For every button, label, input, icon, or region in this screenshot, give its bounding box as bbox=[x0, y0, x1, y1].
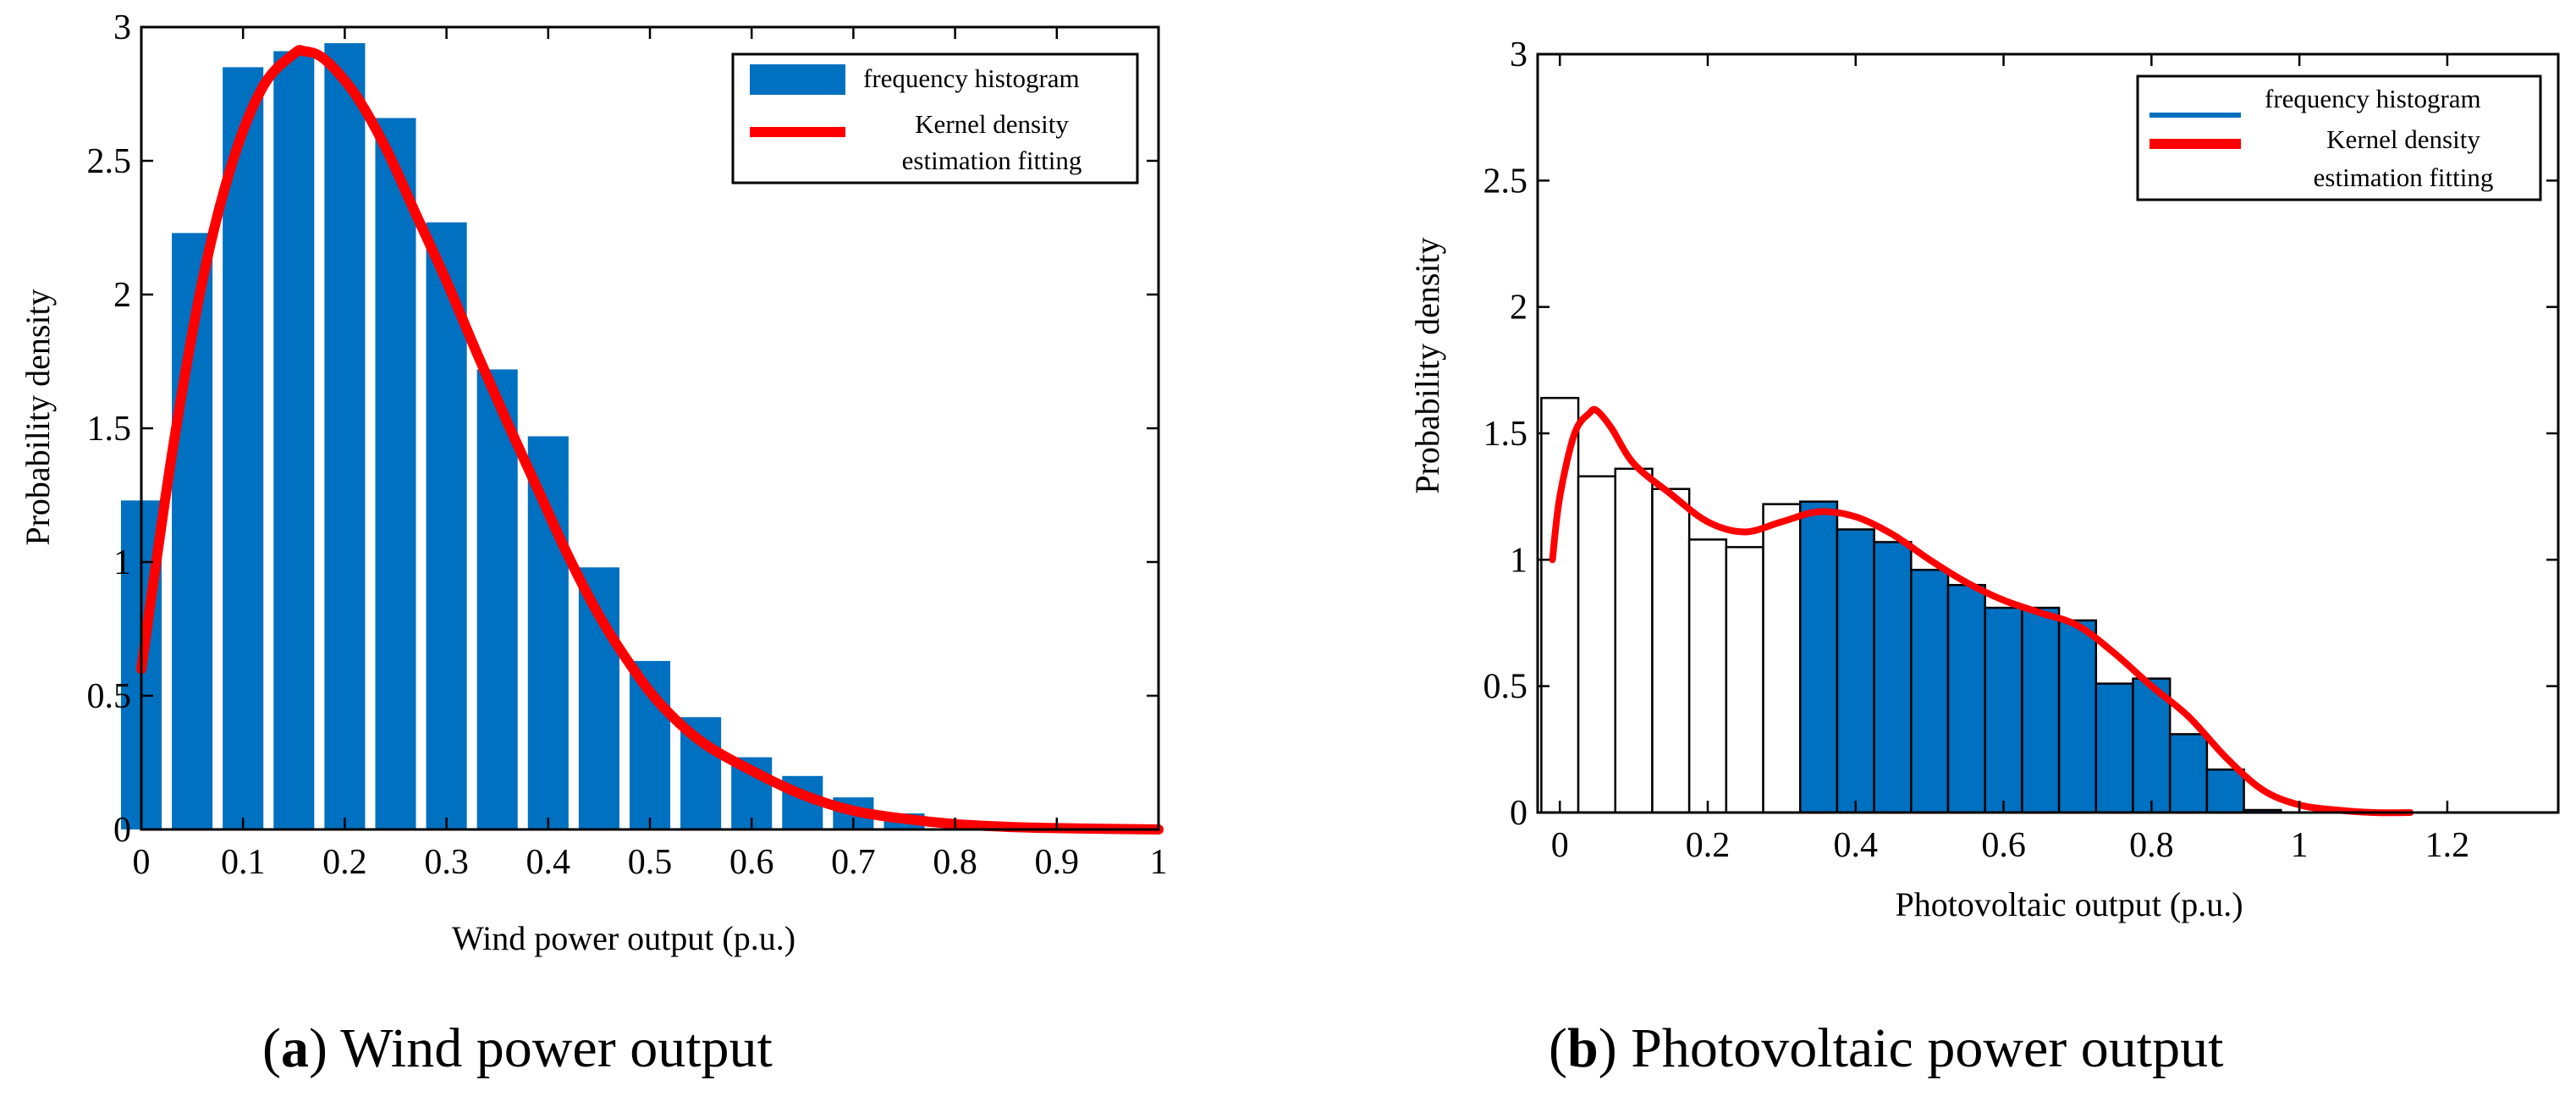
panel-b-bar-7 bbox=[1798, 500, 1839, 814]
panel-a-kde-curve bbox=[136, 45, 1164, 835]
panel-b-ticks: 0 0.2 0.4 0.6 0.8 1 1.2 0 0.5 1 1.5 2 2.5 3 bbox=[1483, 36, 2558, 865]
panel-a-x-tick-label: 0.1 bbox=[221, 843, 266, 882]
panel-b-bar-18 bbox=[2205, 768, 2245, 814]
panel-a-y-tick-label: 3 bbox=[113, 8, 131, 47]
panel-b-bar-17 bbox=[2168, 733, 2209, 814]
panel-a-legend-histogram-label: frequency histogram bbox=[863, 63, 1080, 93]
panel-a-bar-8 bbox=[527, 436, 569, 829]
panel-a-y-tick-label: 0 bbox=[113, 811, 131, 850]
panel-a-bar-2 bbox=[223, 67, 264, 829]
panel-b-y-tick-label: 1.5 bbox=[1483, 415, 1528, 454]
panel-a-x-tick-label: 0.9 bbox=[1035, 843, 1080, 882]
panel-b-bar-9 bbox=[1873, 541, 1913, 814]
panel-a-ticks: 0 0.1 0.2 0.3 0.4 0.5 0.6 0.7 0.8 0.9 1 0 0.5 1 1.5 2 2.… bbox=[87, 8, 1168, 882]
panel-a-x-tick-label: 0.3 bbox=[424, 843, 469, 882]
panel-a-caption-text: Wind power output bbox=[340, 1017, 773, 1079]
panel-b-caption-text: Photovoltaic power output bbox=[1631, 1017, 2223, 1079]
panel-b-y-tick-label: 0.5 bbox=[1483, 668, 1528, 707]
panel-b-bar-4 bbox=[1687, 538, 1728, 814]
panel-a-x-tick-label: 0.4 bbox=[526, 843, 571, 882]
panel-b-x-axis-label: Photovoltaic output (p.u.) bbox=[1895, 885, 2243, 923]
panel-b-y-tick-label: 2.5 bbox=[1483, 162, 1528, 201]
panel-a-caption-letter: a bbox=[281, 1017, 309, 1079]
panel-a-y-axis-label: Probability density bbox=[19, 289, 57, 545]
panel-a-bars bbox=[120, 42, 925, 830]
panel-b-y-tick-label: 0 bbox=[1510, 794, 1527, 833]
panel-b-x-tick-label: 0.6 bbox=[1981, 826, 2026, 865]
panel-a-bar-5 bbox=[375, 118, 416, 829]
panel-b-bar-11 bbox=[1946, 583, 1986, 814]
panel-b-legend-kde-label-line1: Kernel density bbox=[2326, 124, 2480, 154]
panel-b-y-tick-label: 1 bbox=[1510, 541, 1527, 580]
panel-b-bar-13 bbox=[2021, 606, 2061, 814]
panel-b-caption-letter: b bbox=[1567, 1017, 1599, 1079]
panel-b-y-tick-label: 3 bbox=[1510, 36, 1527, 74]
panel-a-x-axis-label: Wind power output (p.u.) bbox=[452, 919, 795, 957]
panel-b-x-tick-label: 1 bbox=[2291, 826, 2309, 865]
panel-b-bar-3 bbox=[1651, 488, 1691, 814]
panel-a-y-tick-label: 0.5 bbox=[87, 677, 132, 716]
panel-b-bar-15 bbox=[2094, 682, 2134, 814]
panel-b-x-tick-label: 0.2 bbox=[1686, 826, 1731, 865]
panel-b-caption: (b) Photovoltaic power output bbox=[1549, 1017, 2223, 1079]
panel-a-x-tick-label: 1 bbox=[1150, 843, 1168, 882]
panel-b-y-axis-label: Probability density bbox=[1408, 237, 1446, 493]
panel-b-bar-12 bbox=[1984, 606, 2023, 814]
panel-a-y-tick-label: 1.5 bbox=[87, 410, 132, 449]
panel-b-x-tick-label: 1.2 bbox=[2425, 826, 2470, 865]
panel-b-bar-6 bbox=[1762, 503, 1802, 814]
panel-a-legend-kde-label-line1: Kernel density bbox=[915, 109, 1069, 139]
panel-a-legend: frequency histogram Kernel density estim… bbox=[731, 52, 1139, 185]
panel-a-x-tick-label: 0 bbox=[133, 843, 151, 882]
panel-b-bar-1 bbox=[1577, 475, 1617, 814]
panel-a-bar-3 bbox=[273, 51, 315, 829]
panel-b-kde-curve bbox=[1549, 405, 2414, 817]
panel-a-wind: 0 0.1 0.2 0.3 0.4 0.5 0.6 0.7 0.8 0.9 1 0 0.5 1 1.5 2 2.… bbox=[19, 8, 1168, 1079]
panel-a-y-tick-label: 2 bbox=[113, 276, 131, 315]
panel-b-bar-2 bbox=[1614, 467, 1654, 814]
panel-b-bar-0 bbox=[1540, 396, 1580, 814]
panel-b-x-tick-label: 0 bbox=[1551, 826, 1569, 865]
panel-a-legend-histogram-swatch bbox=[750, 64, 845, 95]
panel-b-photovoltaic: 0 0.2 0.4 0.6 0.8 1 1.2 0 0.5 1 1.5 2 2.5 3 Photovolt… bbox=[1408, 36, 2560, 1079]
panel-a-x-tick-label: 0.8 bbox=[933, 843, 977, 882]
panel-b-x-tick-label: 0.8 bbox=[2129, 826, 2174, 865]
panel-a-y-tick-label: 2.5 bbox=[87, 142, 132, 181]
panel-b-bar-8 bbox=[1836, 528, 1875, 814]
panel-a-bar-7 bbox=[476, 369, 518, 830]
panel-b-legend-box bbox=[2136, 74, 2542, 201]
panel-a-caption: (a) Wind power output bbox=[262, 1017, 773, 1079]
panel-a-x-tick-label: 0.7 bbox=[831, 843, 876, 882]
panel-a-x-tick-label: 0.6 bbox=[729, 843, 774, 882]
panel-b-y-tick-label: 2 bbox=[1510, 289, 1527, 328]
panel-a-legend-kde-label-line2: estimation fitting bbox=[902, 146, 1082, 175]
panel-b-bar-10 bbox=[1910, 569, 1950, 814]
panel-b-bars bbox=[1540, 396, 2282, 814]
panel-b-bar-5 bbox=[1725, 546, 1764, 814]
panel-b-x-tick-label: 0.4 bbox=[1834, 826, 1879, 865]
panel-a-bar-4 bbox=[324, 42, 366, 829]
panel-a-x-tick-label: 0.2 bbox=[322, 843, 367, 882]
panel-a-y-tick-label: 1 bbox=[113, 543, 131, 582]
panel-b-legend-kde-label-line2: estimation fitting bbox=[2314, 163, 2494, 192]
panel-b-legend-histogram-label: frequency histogram bbox=[2265, 84, 2481, 113]
panel-b-legend: frequency histogram Kernel density estim… bbox=[2136, 74, 2542, 201]
panel-b-bar-14 bbox=[2057, 619, 2098, 814]
panel-a-x-tick-label: 0.5 bbox=[628, 843, 673, 882]
